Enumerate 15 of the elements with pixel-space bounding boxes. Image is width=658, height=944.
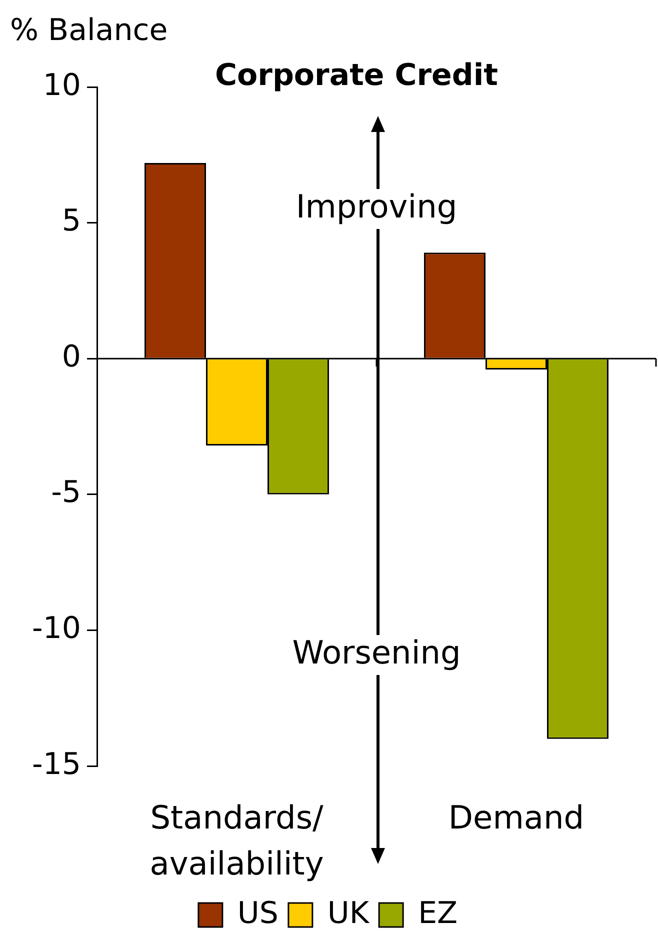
y-tick-label: 5 (62, 204, 81, 239)
legend-label: EZ (418, 896, 458, 931)
legend-label: UK (327, 896, 370, 931)
legend-label: US (237, 896, 278, 931)
y-tick-label: 0 (62, 339, 81, 374)
annotation: Worsening (292, 633, 461, 672)
y-tick-label: 10 (42, 68, 81, 103)
y-tick-label: -5 (51, 475, 81, 510)
x-tick-label: Demand (448, 798, 584, 836)
x-tick-label: Standards/ availability (150, 798, 324, 882)
y-tick-label: -10 (32, 610, 81, 646)
y-axis-title: % Balance (10, 12, 168, 48)
y-tick-label: -15 (32, 746, 81, 782)
annotation: Improving (296, 187, 458, 226)
chart-title: Corporate Credit (215, 58, 498, 93)
